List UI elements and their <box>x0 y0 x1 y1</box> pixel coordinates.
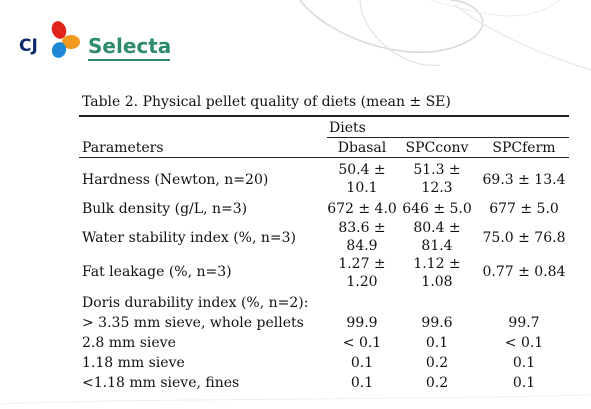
table-top-rule <box>79 115 569 117</box>
spcferm-value: 0.1 <box>512 375 536 391</box>
spcconv-value: 0.2 <box>425 375 449 391</box>
dbasal-value: < 0.1 <box>342 335 382 351</box>
dbasal-value-line2: 1.20 <box>346 274 378 290</box>
row-parameter: 1.18 mm sieve <box>82 355 185 371</box>
company-logo: CJ Selecta <box>19 14 179 64</box>
spcferm-value: 75.0 ± 76.8 <box>482 230 566 246</box>
row-parameter: Hardness (Newton, n=20) <box>82 172 269 188</box>
row-parameter: Bulk density (g/L, n=3) <box>82 201 248 217</box>
dbasal-value-line2: 10.1 <box>346 180 378 196</box>
logo-brand-text: Selecta <box>88 34 172 58</box>
header-bottom-rule <box>79 157 569 158</box>
spcconv-value-line2: 1.08 <box>421 274 453 290</box>
dbasal-value: 672 ± 4.0 <box>327 201 397 217</box>
column-header-spcferm: SPCferm <box>492 140 556 156</box>
column-header-dbasal: Dbasal <box>337 140 387 156</box>
column-header-parameters: Parameters <box>82 140 164 156</box>
dbasal-value-line1: 1.27 ± <box>338 256 386 272</box>
spcconv-value: 0.2 <box>425 355 449 371</box>
spcconv-value-line1: 80.4 ± <box>413 220 461 236</box>
spcconv-value-line2: 12.3 <box>421 180 453 196</box>
row-parameter: Fat leakage (%, n=3) <box>82 264 232 280</box>
spcferm-value: 0.77 ± 0.84 <box>482 264 566 280</box>
spcferm-value: 0.1 <box>512 355 536 371</box>
dbasal-value-line1: 50.4 ± <box>338 162 386 178</box>
spcconv-value: 99.6 <box>421 315 453 331</box>
dbasal-value: 99.9 <box>346 315 378 331</box>
dbasal-value: 0.1 <box>350 375 374 391</box>
logo-underline <box>88 59 170 61</box>
spcferm-value: 69.3 ± 13.4 <box>482 172 566 188</box>
row-parameter: Doris durability index (%, n=2): <box>82 295 309 311</box>
row-parameter: > 3.35 mm sieve, whole pellets <box>82 315 304 331</box>
row-parameter: 2.8 mm sieve <box>82 335 176 351</box>
spcconv-value-line1: 51.3 ± <box>413 162 461 178</box>
logo-petals-icon <box>51 21 80 58</box>
dbasal-value: 0.1 <box>350 355 374 371</box>
dbasal-value-line2: 84.9 <box>346 238 378 254</box>
spcferm-value: 677 ± 5.0 <box>489 201 559 217</box>
spcconv-value: 0.1 <box>425 335 449 351</box>
row-parameter: Water stability index (%, n=3) <box>82 230 296 246</box>
row-parameter: <1.18 mm sieve, fines <box>82 375 240 391</box>
diets-group-rule <box>327 137 569 138</box>
table-caption: Table 2. Physical pellet quality of diet… <box>82 94 451 110</box>
spcferm-value: < 0.1 <box>504 335 544 351</box>
spcferm-value: 99.7 <box>508 315 540 331</box>
spcconv-value-line1: 1.12 ± <box>413 256 461 272</box>
logo-mark-text: CJ <box>19 36 38 56</box>
dbasal-value-line1: 83.6 ± <box>338 220 386 236</box>
diets-group-header: Diets <box>329 120 366 136</box>
spcconv-value: 646 ± 5.0 <box>402 201 472 217</box>
spcconv-value-line2: 81.4 <box>421 238 453 254</box>
column-header-spcconv: SPCconv <box>405 140 469 156</box>
